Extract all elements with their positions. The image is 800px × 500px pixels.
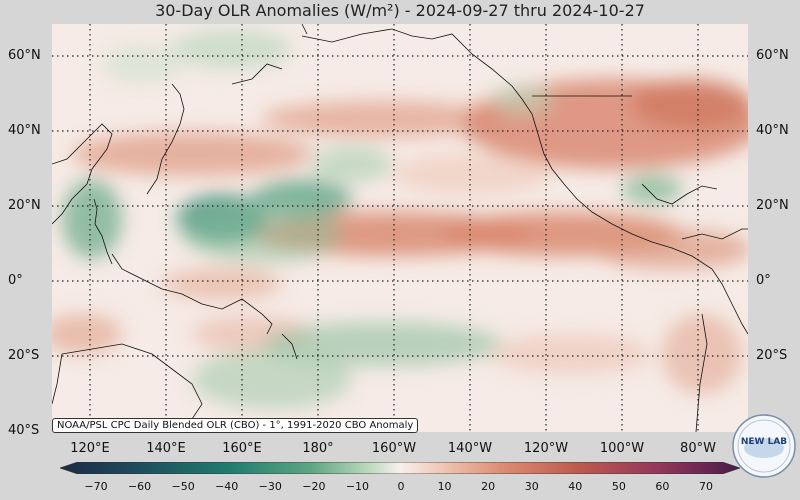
colorbar-tick-label: 40: [568, 480, 583, 493]
olr-anomaly-map: [52, 24, 748, 432]
colorbar-tick-label: 10: [437, 480, 452, 493]
lat-label-right: 20°N: [756, 198, 789, 213]
colorbar-tick-label: −20: [302, 480, 326, 493]
colorbar-tick-label: 20: [481, 480, 496, 493]
colorbar: [60, 462, 740, 474]
lon-label: 160°W: [371, 441, 417, 456]
colorbar-tick-label: 70: [699, 480, 713, 493]
lon-label: 100°W: [599, 441, 645, 456]
coastlines: [52, 24, 748, 432]
source-label: NOAA/PSL CPC Daily Blended OLR (CBO) - 1…: [52, 418, 419, 433]
lat-label-left: 60°N: [8, 48, 41, 63]
colorbar-tick-label: −50: [171, 480, 195, 493]
lat-label-left: 20°S: [8, 348, 40, 363]
lon-label: 160°E: [222, 441, 262, 456]
noaa-psl-logo: NEW LAB: [732, 414, 796, 478]
lat-label-right: 20°S: [756, 348, 788, 363]
colorbar-tick-label: 0: [397, 480, 405, 493]
lon-label: 120°E: [70, 441, 110, 456]
colorbar-tick-label: −30: [258, 480, 282, 493]
anomaly-field: [52, 29, 748, 409]
colorbar-tick-label: −40: [215, 480, 239, 493]
lat-label-left: 0°: [8, 273, 23, 288]
lon-label: 140°E: [146, 441, 186, 456]
lat-label-right: 40°N: [756, 123, 789, 138]
colorbar-tick-label: 50: [611, 480, 626, 493]
logo-text: NEW LAB: [741, 437, 787, 447]
lon-label: 140°W: [447, 441, 493, 456]
colorbar-tick-label: 60: [655, 480, 670, 493]
colorbar-tick-label: 30: [524, 480, 539, 493]
colorbar-tick-label: −10: [345, 480, 370, 493]
lon-label: 80°W: [680, 441, 716, 456]
lon-label: 180°: [302, 441, 334, 456]
lat-label-left: 40°S: [8, 423, 40, 438]
colorbar-tick-label: −70: [84, 480, 108, 493]
colorbar-tick-label: −60: [127, 480, 152, 493]
lat-label-right: 0°: [756, 273, 771, 288]
lat-label-right: 60°N: [756, 48, 789, 63]
lon-label: 120°W: [523, 441, 569, 456]
lat-label-left: 40°N: [8, 123, 41, 138]
map-title: 30-Day OLR Anomalies (W/m²) - 2024-09-27…: [155, 1, 645, 20]
lat-label-left: 20°N: [8, 198, 41, 213]
